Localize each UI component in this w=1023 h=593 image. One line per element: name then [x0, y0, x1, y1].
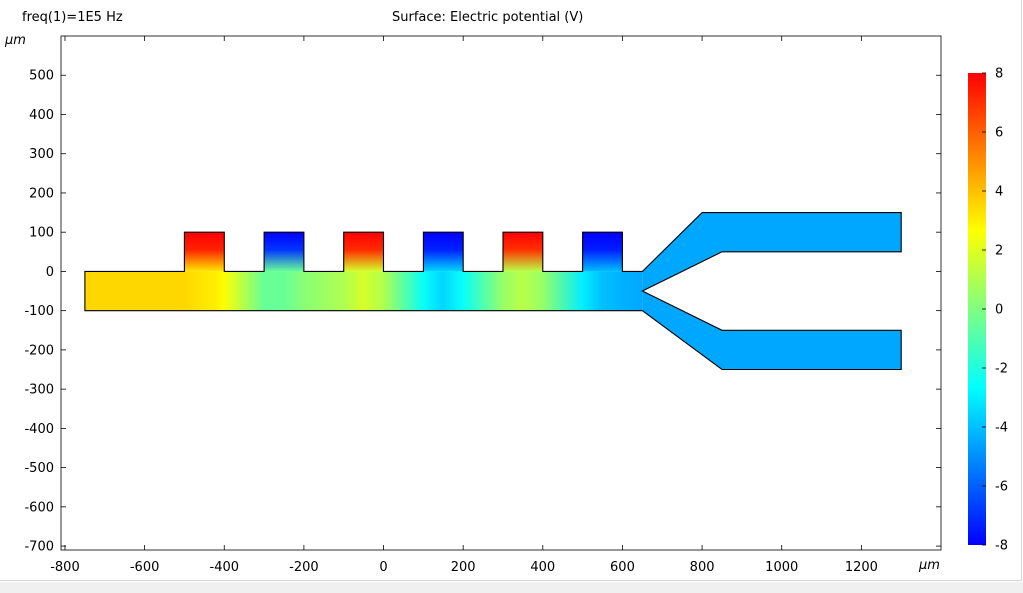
x-tick-label: 200: [451, 560, 476, 575]
channel-region: [84, 271, 643, 311]
plot-title: Surface: Electric potential (V): [392, 10, 584, 25]
y-tick-label: -500: [24, 461, 54, 476]
y-tick-label: 100: [29, 226, 54, 241]
y-tick-label: -100: [24, 304, 54, 319]
electrode-region: [423, 232, 464, 272]
colorbar-tick-label: 8: [995, 67, 1003, 82]
x-tick-label: 400: [530, 560, 555, 575]
electrode-region: [582, 232, 623, 272]
colorbar-tick-label: -6: [995, 480, 1008, 495]
y-axis-unit: μm: [4, 33, 26, 48]
x-tick-label: 1200: [845, 560, 878, 575]
y-tick-label: 400: [29, 108, 54, 123]
outlet-lower-branch: [642, 291, 902, 370]
x-tick-label: -200: [289, 560, 319, 575]
y-tick-label: -400: [24, 422, 54, 437]
status-strip: [0, 582, 1023, 593]
axis-ticks: -800 -600 -400 -200 0 200 400 600 800 1000 1200500…: [4, 33, 941, 575]
x-tick-label: -400: [210, 560, 240, 575]
colorbar-gradient: [968, 73, 986, 545]
colorbar-tick-label: -2: [995, 362, 1008, 377]
colorbar-tick-label: -8: [995, 539, 1008, 554]
potential-domain: [84, 212, 902, 371]
axes-frame: [60, 35, 942, 551]
y-tick-label: -700: [24, 540, 54, 555]
colorbar-tick-label: 6: [995, 126, 1003, 141]
axes-box: [60, 35, 942, 551]
colorbar-tick-label: -4: [995, 421, 1008, 436]
x-tick-label: -800: [50, 560, 80, 575]
colorbar-tick-label: 0: [995, 303, 1003, 318]
geometry-outline: [84, 212, 902, 371]
plot-window: [0, 0, 1022, 581]
x-tick-label: -600: [130, 560, 160, 575]
electrode-region: [343, 232, 384, 272]
x-tick-label: 600: [610, 560, 635, 575]
x-tick-label: 1000: [765, 560, 798, 575]
electrode-region: [184, 232, 225, 272]
y-tick-label: -600: [24, 500, 54, 515]
colorbar: 8 6 4 2 0 -2 -4 -6 -8: [968, 67, 1008, 554]
y-tick-label: 500: [29, 69, 54, 84]
electrode-region: [264, 232, 304, 272]
x-axis-unit: μm: [918, 558, 940, 573]
electrode-region: [502, 232, 543, 272]
parameter-label: freq(1)=1E5 Hz: [22, 10, 123, 25]
colorbar-tick-label: 4: [995, 185, 1003, 200]
y-tick-label: 300: [29, 147, 54, 162]
colorbar-tick-label: 2: [995, 244, 1003, 259]
x-tick-label: 0: [379, 560, 387, 575]
y-tick-label: -300: [24, 383, 54, 398]
y-tick-label: 200: [29, 186, 54, 201]
x-tick-label: 800: [690, 560, 715, 575]
y-tick-label: -200: [24, 343, 54, 358]
y-tick-label: 0: [46, 265, 54, 280]
